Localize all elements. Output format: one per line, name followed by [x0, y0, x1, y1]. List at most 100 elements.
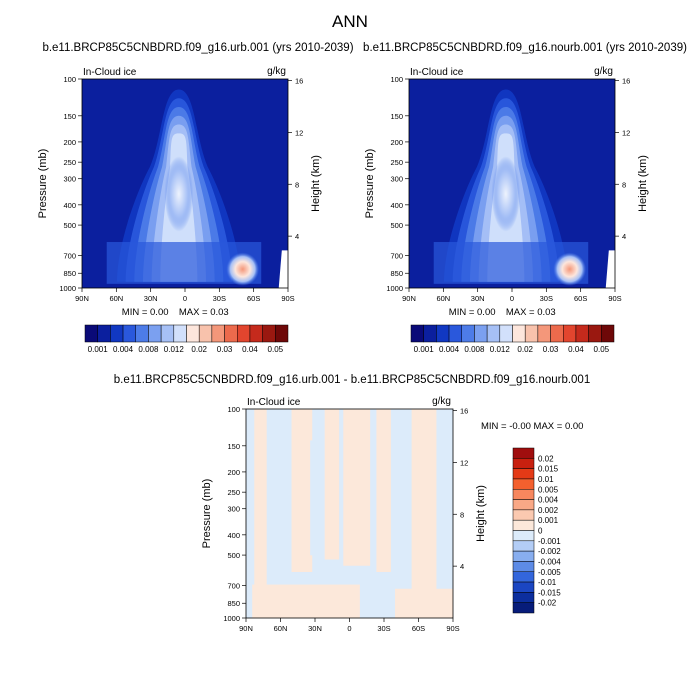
- y-tick-label: 150: [63, 112, 76, 121]
- positive-band: [254, 409, 267, 614]
- y-tick-label: 850: [227, 599, 240, 608]
- max-label: MAX = 0.03: [506, 307, 556, 318]
- positive-band: [395, 588, 453, 618]
- colorbar-label: -0.001: [538, 537, 561, 546]
- y-tick-label: 300: [390, 175, 403, 184]
- colorbar-cell: [512, 458, 535, 469]
- colorbar-cell: [160, 324, 175, 343]
- variable-label: In-Cloud ice: [247, 397, 301, 408]
- x-tick-label: 0: [183, 294, 187, 303]
- colorbar-cell: [512, 489, 535, 500]
- colorbar-label: -0.01: [538, 578, 557, 587]
- colorbar-cell: [84, 324, 98, 343]
- colorbar-cell: [486, 324, 501, 343]
- positive-band: [291, 409, 313, 573]
- colorbar-label: 0.02: [517, 345, 533, 354]
- positive-band: [324, 409, 340, 560]
- colorbar-label: 0.002: [538, 506, 559, 515]
- colorbar-label: 0: [538, 527, 543, 536]
- colorbar-label: 0.008: [464, 345, 485, 354]
- main-title: ANN: [332, 12, 368, 31]
- y-tick-label: 150: [227, 442, 240, 451]
- colorbar-cell: [512, 530, 535, 542]
- y-tick-label: 850: [63, 269, 76, 278]
- colorbar-cell: [436, 324, 450, 343]
- panel-title: b.e11.BRCP85C5CNBDRD.f09_g16.urb.001 - b…: [114, 374, 590, 386]
- colorbar-cell: [512, 550, 535, 562]
- colorbar-label: 0.04: [568, 345, 584, 354]
- y-tick-label: 500: [390, 221, 403, 230]
- y-right-tick-label: 4: [460, 562, 464, 571]
- colorbar-label: 0.001: [538, 516, 559, 525]
- x-tick-label: 90S: [608, 294, 621, 303]
- colorbar-cell: [262, 324, 276, 343]
- minmax-label: MIN = -0.00 MAX = 0.00: [481, 421, 583, 432]
- colorbar-cell: [211, 324, 225, 343]
- colorbar-cell: [512, 571, 535, 583]
- colorbar-label: 0.05: [268, 345, 284, 354]
- y-right-axis-label: Height (km): [637, 155, 649, 212]
- colorbar-cell: [148, 324, 162, 343]
- colorbar-cell: [512, 447, 535, 459]
- colorbar-cell: [499, 324, 513, 343]
- colorbar-cell: [410, 324, 424, 343]
- colorbar-cell: [512, 592, 535, 603]
- y-tick-label: 1000: [59, 284, 76, 293]
- x-tick-label: 0: [347, 624, 351, 633]
- colorbar-label: 0.004: [439, 345, 460, 354]
- colorbar-cell: [512, 499, 535, 511]
- colorbar-cell: [537, 324, 551, 343]
- variable-label: In-Cloud ice: [83, 67, 137, 78]
- x-tick-label: 0: [510, 294, 514, 303]
- panel-title: b.e11.BRCP85C5CNBDRD.f09_g16.urb.001 (yr…: [42, 42, 353, 54]
- colorbar-cell: [135, 324, 149, 343]
- y-tick-label: 300: [227, 505, 240, 514]
- y-tick-label: 500: [227, 551, 240, 560]
- colorbar-label: 0.05: [594, 345, 610, 354]
- colorbar-label: 0.04: [242, 345, 258, 354]
- y-right-tick-label: 8: [295, 180, 299, 189]
- colorbar-label: 0.03: [217, 345, 233, 354]
- colorbar-label: 0.004: [538, 496, 559, 505]
- negative-band: [246, 409, 253, 618]
- sh-hotspot: [553, 252, 587, 286]
- x-tick-label: 90N: [239, 624, 253, 633]
- sh-hotspot: [226, 252, 260, 286]
- x-tick-label: 30S: [377, 624, 390, 633]
- colorbar-cell: [461, 324, 475, 343]
- colorbar-cell: [198, 324, 213, 343]
- y-right-tick-label: 16: [295, 77, 303, 86]
- y-tick-label: 700: [63, 252, 76, 261]
- y-right-axis-label: Height (km): [475, 485, 487, 542]
- colorbar-label: 0.001: [88, 345, 109, 354]
- colorbar-label: -0.004: [538, 557, 561, 566]
- y-tick-label: 700: [390, 252, 403, 261]
- x-tick-label: 60S: [247, 294, 260, 303]
- x-tick-label: 30S: [540, 294, 553, 303]
- panel-difference: b.e11.BRCP85C5CNBDRD.f09_g16.urb.001 - b…: [114, 374, 590, 633]
- positive-band: [246, 584, 360, 618]
- colorbar-label: 0.012: [490, 345, 511, 354]
- colorbar-cell: [275, 324, 289, 343]
- tropical-core: [164, 156, 194, 232]
- colorbar-label: -0.02: [538, 599, 557, 608]
- y-tick-label: 250: [227, 488, 240, 497]
- colorbar-cell: [512, 561, 535, 572]
- x-tick-label: 30N: [144, 294, 158, 303]
- colorbar-cell: [122, 324, 136, 343]
- colorbar-cell: [249, 324, 263, 343]
- colorbar-cell: [575, 324, 589, 343]
- colorbar-label: -0.015: [538, 588, 561, 597]
- colorbar-cell: [186, 324, 200, 343]
- y-right-tick-label: 16: [460, 407, 468, 416]
- colorbar-label: 0.005: [538, 485, 559, 494]
- panel-title: b.e11.BRCP85C5CNBDRD.f09_g16.nourb.001 (…: [363, 42, 687, 54]
- panel-nourb: b.e11.BRCP85C5CNBDRD.f09_g16.nourb.001 (…: [363, 42, 687, 354]
- y-right-tick-label: 16: [622, 77, 630, 86]
- y-tick-label: 250: [390, 158, 403, 167]
- y-tick-label: 1000: [223, 614, 240, 623]
- colorbar-label: 0.001: [414, 345, 435, 354]
- positive-band: [411, 409, 437, 608]
- min-label: MIN = 0.00: [449, 307, 496, 318]
